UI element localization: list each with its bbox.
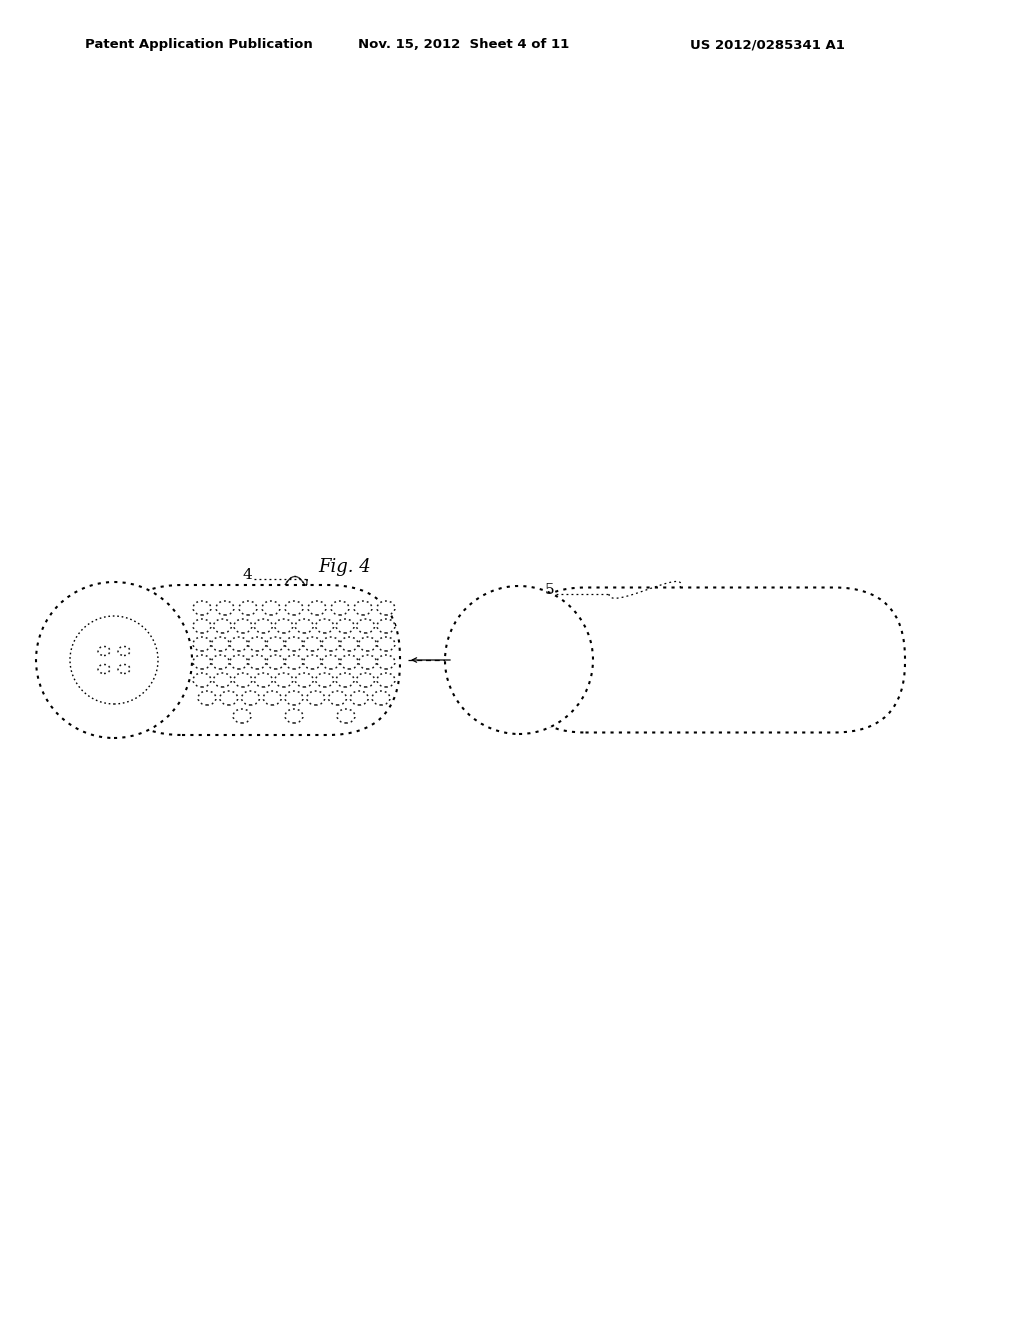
Ellipse shape [295, 619, 313, 634]
Ellipse shape [118, 647, 130, 656]
Ellipse shape [193, 601, 211, 615]
Ellipse shape [377, 638, 395, 651]
Ellipse shape [315, 619, 334, 634]
Ellipse shape [377, 619, 395, 634]
Ellipse shape [216, 601, 234, 615]
Ellipse shape [358, 638, 377, 651]
Ellipse shape [285, 601, 303, 615]
Ellipse shape [248, 638, 266, 651]
Ellipse shape [242, 690, 259, 705]
Ellipse shape [303, 638, 322, 651]
Ellipse shape [358, 655, 377, 669]
Ellipse shape [233, 709, 251, 723]
Ellipse shape [220, 690, 238, 705]
Ellipse shape [193, 619, 211, 634]
Ellipse shape [336, 619, 354, 634]
Text: 5: 5 [545, 583, 554, 597]
Ellipse shape [98, 647, 110, 656]
Ellipse shape [274, 673, 293, 686]
Ellipse shape [254, 619, 272, 634]
Ellipse shape [329, 690, 346, 705]
Ellipse shape [193, 638, 211, 651]
Ellipse shape [211, 655, 229, 669]
Ellipse shape [340, 655, 358, 669]
Text: Nov. 15, 2012  Sheet 4 of 11: Nov. 15, 2012 Sheet 4 of 11 [358, 38, 569, 51]
Ellipse shape [377, 673, 395, 686]
Ellipse shape [303, 655, 322, 669]
Ellipse shape [336, 673, 354, 686]
Ellipse shape [377, 601, 395, 615]
Ellipse shape [98, 664, 110, 673]
Ellipse shape [372, 690, 390, 705]
Ellipse shape [239, 601, 257, 615]
Ellipse shape [262, 601, 280, 615]
Ellipse shape [322, 655, 340, 669]
Ellipse shape [248, 655, 266, 669]
Ellipse shape [263, 690, 282, 705]
Ellipse shape [285, 655, 303, 669]
Ellipse shape [118, 664, 130, 673]
Ellipse shape [274, 619, 293, 634]
Ellipse shape [356, 619, 375, 634]
Text: Fig. 4: Fig. 4 [318, 558, 371, 576]
Ellipse shape [315, 673, 334, 686]
Ellipse shape [285, 690, 303, 705]
FancyBboxPatch shape [110, 585, 400, 735]
Text: 4: 4 [243, 568, 252, 582]
Ellipse shape [322, 638, 340, 651]
FancyBboxPatch shape [515, 587, 905, 733]
Text: US 2012/0285341 A1: US 2012/0285341 A1 [690, 38, 845, 51]
Ellipse shape [198, 690, 216, 705]
Ellipse shape [340, 638, 358, 651]
Ellipse shape [266, 655, 285, 669]
Ellipse shape [266, 638, 285, 651]
Ellipse shape [356, 673, 375, 686]
Ellipse shape [377, 655, 395, 669]
Text: Patent Application Publication: Patent Application Publication [85, 38, 312, 51]
Ellipse shape [295, 673, 313, 686]
Circle shape [36, 582, 193, 738]
Ellipse shape [193, 673, 211, 686]
Ellipse shape [285, 709, 303, 723]
Ellipse shape [254, 673, 272, 686]
Ellipse shape [193, 655, 211, 669]
Ellipse shape [331, 601, 349, 615]
Circle shape [445, 586, 593, 734]
Ellipse shape [233, 619, 252, 634]
Ellipse shape [233, 673, 252, 686]
Ellipse shape [211, 638, 229, 651]
Ellipse shape [307, 690, 325, 705]
Ellipse shape [229, 655, 248, 669]
Ellipse shape [229, 638, 248, 651]
Ellipse shape [337, 709, 355, 723]
Ellipse shape [213, 619, 231, 634]
Ellipse shape [285, 638, 303, 651]
Ellipse shape [308, 601, 326, 615]
Ellipse shape [350, 690, 369, 705]
Ellipse shape [354, 601, 372, 615]
Ellipse shape [213, 673, 231, 686]
